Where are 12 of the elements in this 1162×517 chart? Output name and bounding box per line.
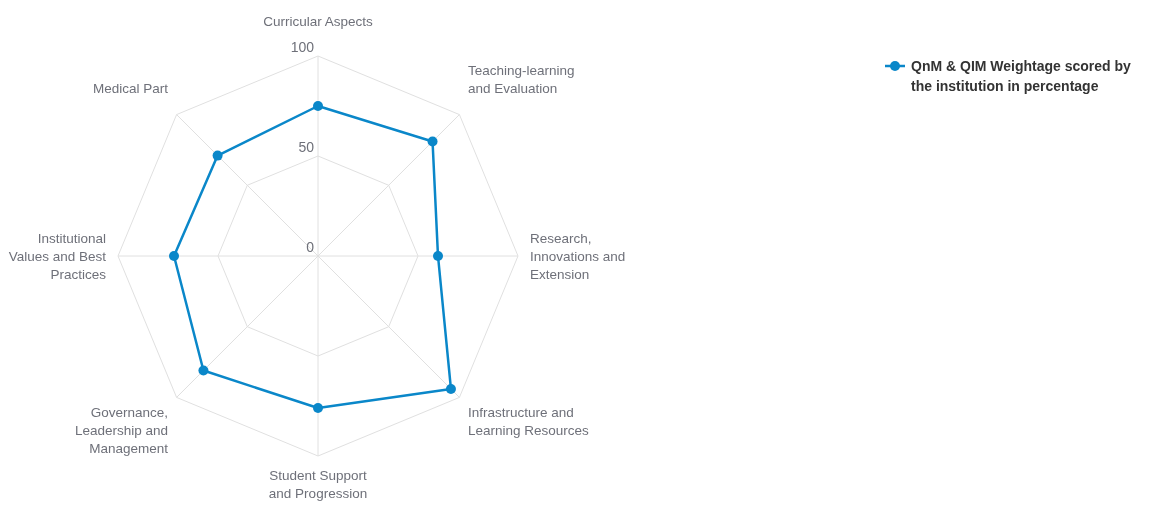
y-tick-label: 0 (306, 239, 315, 255)
spoke-label: Curricular Aspects (263, 14, 374, 29)
spoke-label: Institutional Values and Best Practices (8, 231, 107, 282)
spoke-label: Medical Part (93, 81, 169, 97)
y-tick-label: 50 (298, 139, 315, 155)
spoke-label: Teaching-learning and Evaluation (467, 63, 575, 97)
spoke-label: Student Support and Progression (268, 468, 368, 501)
spoke-label: Infrastructure and Learning Resources (467, 405, 589, 439)
spoke-label: Governance, Leadership and Management (75, 405, 169, 457)
y-tick-label: 100 (290, 39, 315, 55)
legend-label: QnM & QIM Weightage scored by the institution in percentage (911, 58, 1132, 94)
spoke-label: Research, Innovations and Extension (530, 231, 626, 282)
